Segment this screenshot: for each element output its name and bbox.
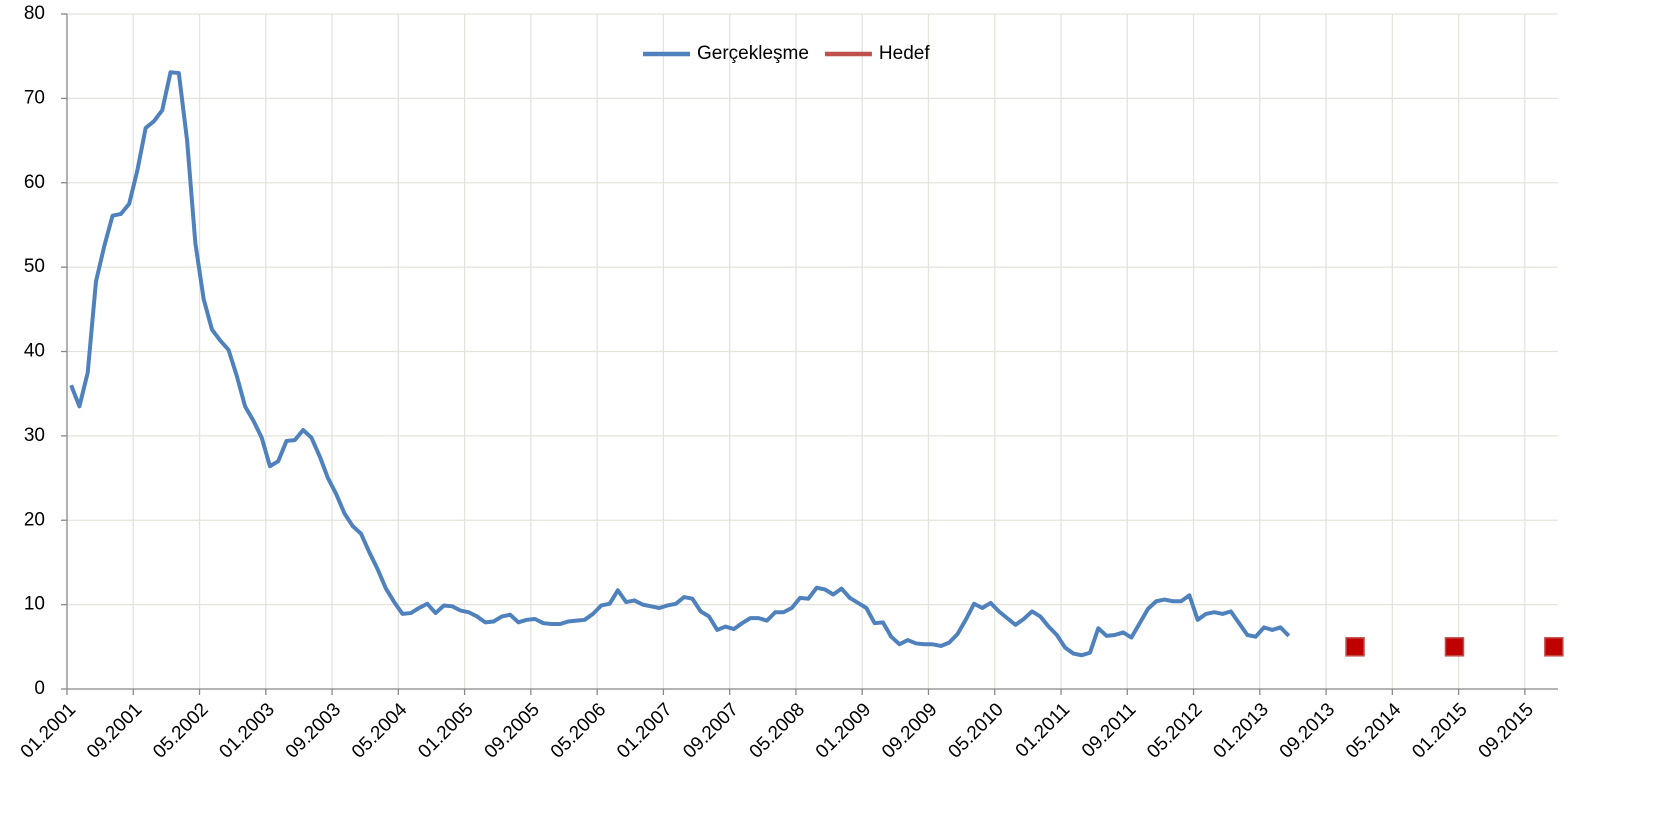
y-tick-label: 60 bbox=[24, 172, 45, 193]
legend-label: Hedef bbox=[879, 43, 930, 64]
y-tick-label: 30 bbox=[24, 425, 45, 446]
y-tick-label: 0 bbox=[34, 678, 45, 699]
x-tick-label: 05.2012 bbox=[1143, 699, 1206, 762]
x-tick-label: 05.2008 bbox=[746, 699, 809, 762]
x-tick-label: 01.2011 bbox=[1012, 699, 1074, 761]
x-tick-label: 09.2011 bbox=[1078, 699, 1140, 761]
x-tick-label: 09.2003 bbox=[282, 699, 345, 762]
x-tick-label: 01.2009 bbox=[812, 699, 875, 762]
x-tick-label: 05.2014 bbox=[1342, 699, 1406, 763]
legend-label: Gerçekleşme bbox=[697, 43, 809, 64]
x-tick-label: 05.2002 bbox=[149, 699, 212, 762]
x-tick-label: 01.2005 bbox=[414, 699, 477, 762]
series-line bbox=[69, 70, 1291, 658]
marker bbox=[1544, 637, 1564, 657]
x-tick-label: 01.2015 bbox=[1408, 699, 1471, 762]
y-tick-label: 50 bbox=[24, 256, 45, 277]
x-tick-label: 09.2005 bbox=[481, 699, 544, 762]
x-tick-label: 01.2001 bbox=[17, 699, 80, 762]
x-tick-label: 05.2006 bbox=[547, 699, 610, 762]
y-tick-label: 10 bbox=[24, 594, 45, 615]
marker bbox=[1345, 637, 1365, 657]
x-tick-label: 01.2013 bbox=[1209, 699, 1272, 762]
x-tick-label: 09.2001 bbox=[83, 699, 146, 762]
x-tick-label: 01.2007 bbox=[613, 699, 676, 762]
x-tick-label: 09.2007 bbox=[679, 699, 742, 762]
y-tick-label: 20 bbox=[24, 509, 45, 530]
x-tick-label: 05.2010 bbox=[944, 699, 1007, 762]
marker bbox=[1444, 637, 1465, 657]
y-tick-label: 40 bbox=[24, 341, 45, 362]
x-tick-label: 09.2009 bbox=[878, 699, 941, 762]
x-tick-label: 09.2015 bbox=[1475, 699, 1538, 762]
y-tick-label: 80 bbox=[24, 3, 45, 24]
x-tick-label: 01.2003 bbox=[215, 699, 278, 762]
y-tick-label: 70 bbox=[24, 87, 45, 108]
x-tick-label: 09.2013 bbox=[1276, 699, 1339, 762]
x-tick-label: 05.2004 bbox=[348, 699, 412, 763]
